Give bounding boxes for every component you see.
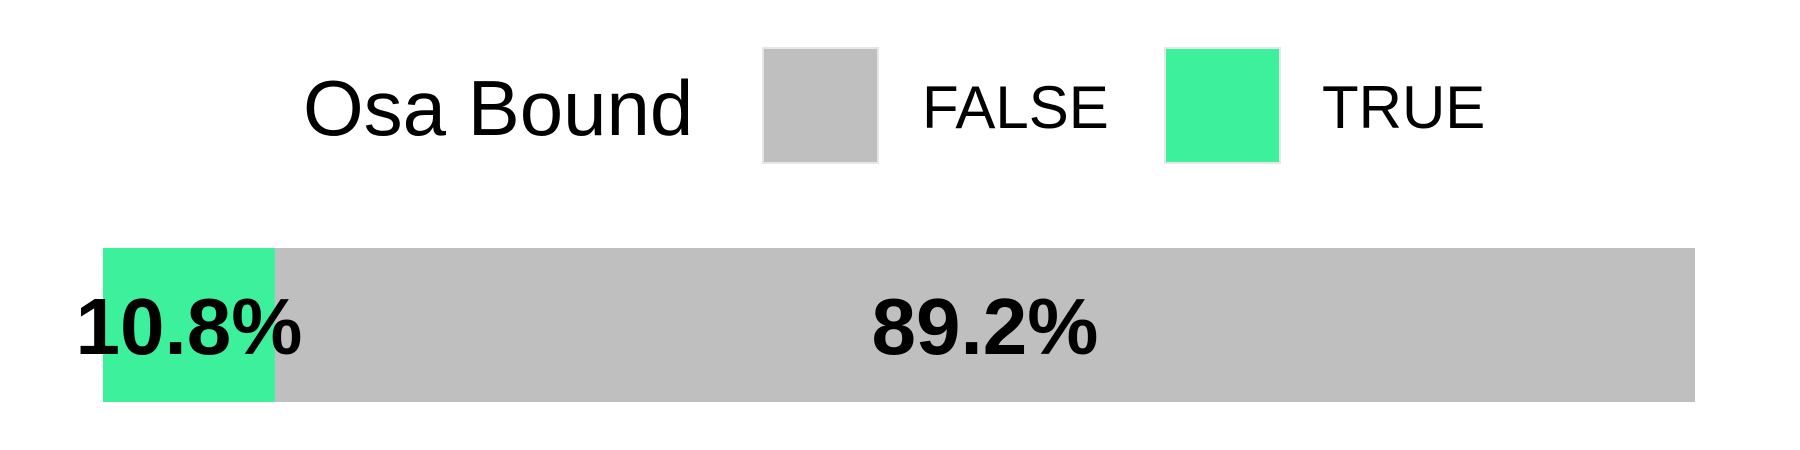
legend-swatch-false (762, 47, 879, 164)
data-label-false: 89.2% (872, 282, 1099, 371)
legend-label-false: FALSE (922, 74, 1109, 141)
legend-title: Osa Bound (303, 64, 693, 152)
legend-entry-false: FALSE (762, 47, 1109, 164)
plot-area: 10.8% 89.2% (76, 248, 1695, 402)
legend-label-true: TRUE (1322, 74, 1485, 141)
legend: Osa Bound FALSE TRUE (303, 47, 1485, 164)
bar-segment-false (274, 248, 1695, 402)
legend-entry-true: TRUE (1164, 47, 1485, 164)
bar-segment-true (103, 248, 275, 402)
legend-swatch-true (1164, 47, 1281, 164)
data-label-true: 10.8% (76, 282, 303, 371)
